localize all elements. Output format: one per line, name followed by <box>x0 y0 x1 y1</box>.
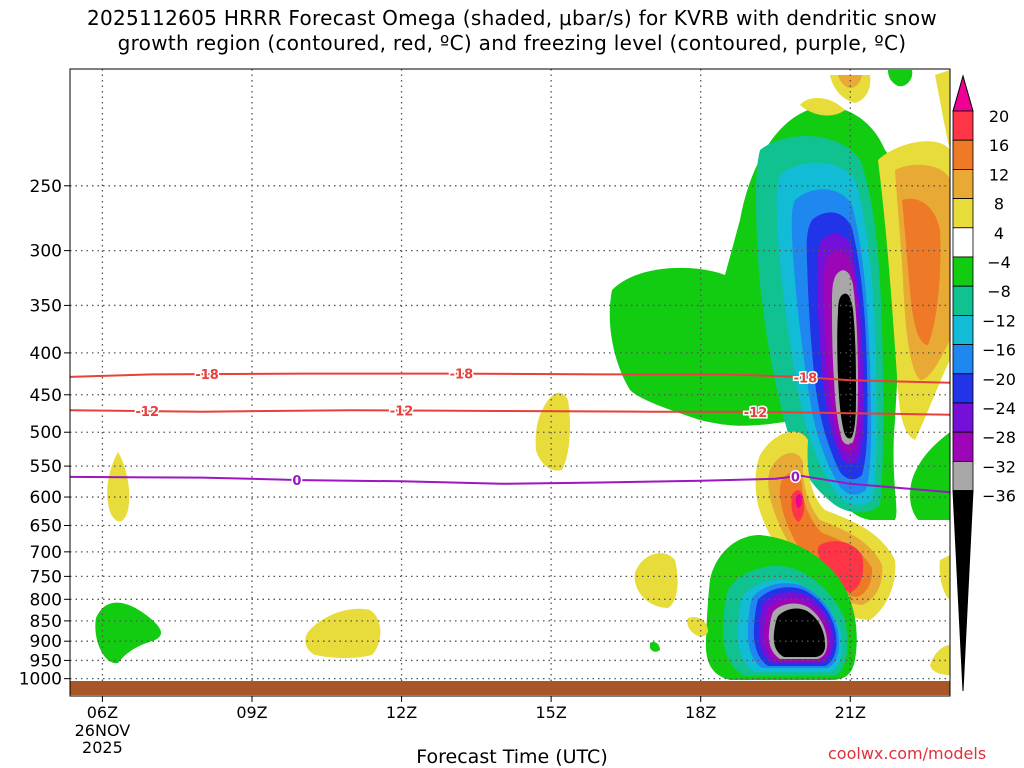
omega-region <box>634 553 678 608</box>
y-tick-label: 600 <box>30 488 62 508</box>
omega-region <box>107 452 130 522</box>
y-tick-label: 900 <box>30 632 62 652</box>
y-tick-label: 550 <box>30 457 62 477</box>
colorbar-band <box>952 460 974 491</box>
dendritic-contour <box>69 372 951 384</box>
colorbar-label: −32 <box>982 457 1016 476</box>
colorbar-label: 12 <box>989 165 1009 184</box>
omega-region <box>687 617 708 637</box>
x-tick-label: 06Z <box>87 703 118 722</box>
colorbar-label: −8 <box>987 282 1011 301</box>
colorbar-band <box>952 402 974 433</box>
colorbar-label: 20 <box>989 107 1009 126</box>
colorbar-label: −28 <box>982 428 1016 447</box>
contour-label: -18 <box>195 368 219 383</box>
omega-region <box>95 602 162 664</box>
colorbar-band <box>952 285 974 316</box>
y-tick-label: 700 <box>30 543 62 563</box>
colorbar-label: 16 <box>989 136 1009 155</box>
freezing-contour <box>69 474 951 494</box>
omega-region <box>902 198 941 345</box>
plot-frame <box>69 68 951 697</box>
x-tick-label: 15Z <box>535 703 566 722</box>
contour-label: 0 <box>292 474 301 489</box>
grid <box>70 69 950 696</box>
colorbar: 20 16 12 8 4 −4 −8 −12 −16 −20 −24 −28 −32 −36 <box>952 74 1016 692</box>
omega-region <box>830 75 871 103</box>
contour-label: -12 <box>390 404 414 419</box>
y-tick-label: 750 <box>30 567 62 587</box>
y-tick-label: 350 <box>30 296 62 316</box>
x-tick-label: 18Z <box>685 703 716 722</box>
colorbar-band <box>952 227 974 258</box>
date-label: 2025 <box>82 738 123 757</box>
y-tick-label: 800 <box>30 590 62 610</box>
contour-label: -18 <box>794 371 818 386</box>
terrain-bar <box>70 681 950 695</box>
colorbar-arrow-top <box>952 74 974 112</box>
colorbar-band <box>952 110 974 141</box>
y-axis: 2503003504004505005506006507007508008509… <box>19 177 70 690</box>
colorbar-band <box>952 344 974 375</box>
omega-region <box>837 293 856 439</box>
date-label: 26NOV <box>75 721 131 740</box>
colorbar-arrow-bottom <box>952 490 974 692</box>
chart-title-line2: growth region (contoured, red, ºC) and f… <box>117 31 907 55</box>
colorbar-band <box>952 373 974 404</box>
y-tick-label: 1000 <box>19 670 62 690</box>
x-axis-label: Forecast Time (UTC) <box>416 746 608 768</box>
omega-region <box>535 392 570 471</box>
y-tick-label: 450 <box>30 386 62 406</box>
colorbar-label: −12 <box>982 311 1016 330</box>
y-tick-label: 850 <box>30 612 62 632</box>
x-tick-label: 09Z <box>236 703 267 722</box>
x-tick-label: 12Z <box>386 703 417 722</box>
contour-label: -12 <box>136 405 160 420</box>
contour-label: -18 <box>450 368 474 383</box>
contour-lines: -18 -18 -18 -12 -12 -12 0 0 <box>69 366 951 494</box>
y-tick-label: 250 <box>30 177 62 197</box>
omega-region <box>650 641 660 652</box>
dendritic-contour <box>69 409 951 416</box>
omega-region <box>773 608 826 657</box>
omega-region <box>939 555 950 600</box>
omega-region <box>935 70 950 150</box>
omega-region <box>800 98 845 116</box>
colorbar-band <box>952 431 974 462</box>
credit-link[interactable]: coolwx.com/models <box>828 744 987 763</box>
chart-title-line1: 2025112605 HRRR Forecast Omega (shaded, … <box>86 6 938 30</box>
colorbar-band <box>952 168 974 199</box>
y-tick-label: 650 <box>30 516 62 536</box>
colorbar-label: 8 <box>994 195 1004 214</box>
omega-region <box>910 432 950 520</box>
omega-region <box>817 541 864 592</box>
colorbar-label: −24 <box>982 399 1016 418</box>
y-tick-label: 400 <box>30 344 62 364</box>
contour-label: 0 <box>791 470 800 485</box>
colorbar-label: −20 <box>982 370 1016 389</box>
omega-region <box>888 70 913 87</box>
y-tick-label: 300 <box>30 242 62 262</box>
omega-region <box>305 608 381 659</box>
colorbar-label: −16 <box>982 341 1016 360</box>
y-tick-label: 950 <box>30 651 62 671</box>
x-tick-label: 21Z <box>835 703 866 722</box>
colorbar-band <box>952 256 974 287</box>
colorbar-band <box>952 314 974 345</box>
colorbar-label: −4 <box>987 253 1011 272</box>
colorbar-band <box>952 198 974 229</box>
colorbar-label: −36 <box>982 487 1016 506</box>
contour-label: -12 <box>744 406 768 421</box>
y-tick-label: 500 <box>30 423 62 443</box>
colorbar-label: 4 <box>994 224 1004 243</box>
colorbar-band <box>952 139 974 170</box>
